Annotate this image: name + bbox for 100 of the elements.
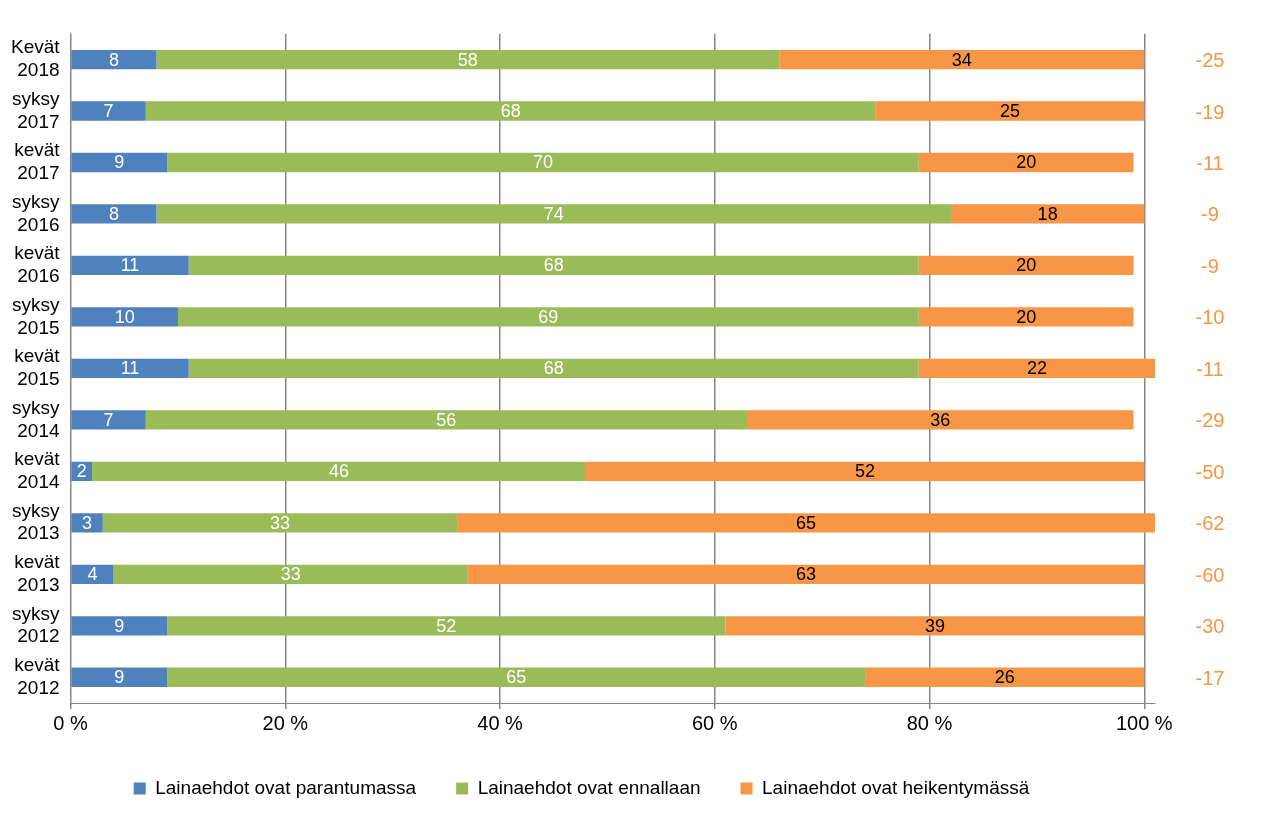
bar: [71, 564, 114, 584]
bar: [918, 358, 1155, 379]
data-label: 18: [1037, 203, 1058, 224]
data-label: 33: [269, 512, 290, 533]
text: -50: [1195, 460, 1225, 483]
data-label: 11: [120, 255, 140, 276]
x-tick-label: 40 %: [477, 711, 524, 734]
bar: [71, 667, 168, 687]
x-tick-label: 100 %: [1115, 711, 1173, 734]
text: -62: [1195, 512, 1225, 535]
bar: [71, 152, 168, 173]
bar: [725, 616, 1145, 636]
data-label: 8: [108, 49, 119, 70]
bar: [71, 307, 178, 327]
data-label: 39: [924, 615, 945, 636]
text: -10: [1195, 306, 1225, 329]
text: -19: [1195, 100, 1225, 123]
data-label: 22: [1026, 358, 1047, 379]
data-label: 63: [796, 564, 817, 585]
data-label: 11: [120, 358, 140, 379]
data-label: 9: [114, 667, 125, 688]
data-label: 25: [1000, 100, 1021, 121]
bar: [779, 49, 1145, 70]
data-label: 8: [108, 203, 119, 224]
data-label: 52: [855, 461, 876, 482]
legend-label: Lainaehdot ovat parantumassa: [155, 776, 417, 798]
bar: [145, 410, 747, 430]
data-label: 10: [114, 306, 135, 327]
text: -9: [1201, 254, 1219, 277]
data-label: 2: [76, 461, 87, 482]
bar: [747, 410, 1134, 430]
bar: [71, 49, 157, 70]
x-tick-label: 20 %: [262, 711, 309, 734]
bar: [145, 101, 876, 121]
data-label: 20: [1016, 152, 1037, 173]
data-label: 20: [1016, 255, 1037, 276]
data-label: 7: [103, 409, 114, 430]
bar: [167, 152, 919, 173]
data-label: 68: [543, 358, 564, 379]
data-label: 9: [114, 615, 125, 636]
data-label: 69: [538, 306, 559, 327]
bar: [918, 152, 1134, 173]
data-label: 7: [103, 100, 114, 121]
bar: [457, 513, 1155, 533]
bar: [113, 564, 468, 584]
bar: [167, 667, 866, 687]
bar: [156, 49, 780, 70]
bar: [71, 358, 189, 379]
bar: [71, 410, 146, 430]
data-label: 74: [543, 203, 564, 224]
data-label: 65: [796, 512, 817, 533]
text: -11: [1196, 152, 1224, 175]
text: -9: [1201, 203, 1219, 226]
text: -17: [1195, 666, 1225, 689]
data-label: 58: [457, 49, 478, 70]
bar: [467, 564, 1145, 584]
bar: [71, 204, 157, 224]
bar: [71, 255, 189, 276]
data-label: 65: [506, 667, 527, 688]
bar: [918, 255, 1134, 276]
bar: [585, 461, 1145, 482]
bar: [188, 358, 919, 379]
text: -60: [1195, 563, 1225, 586]
data-label: 52: [436, 615, 457, 636]
x-tick-label: 80 %: [906, 711, 953, 734]
y-tick-label: kevät 2014: [14, 448, 61, 492]
legend-label: Lainaehdot ovat heikentymässä: [762, 776, 1030, 798]
y-tick-label: kevät 2012: [14, 654, 61, 698]
x-tick-label: 0 %: [53, 711, 89, 734]
data-label: 70: [532, 152, 554, 173]
x-tick-label: 60 %: [692, 711, 738, 734]
bar: [92, 461, 586, 482]
bar: [188, 255, 919, 276]
data-label: 4: [87, 564, 98, 585]
bar: [167, 616, 726, 636]
bar: [865, 667, 1145, 687]
bar: [951, 204, 1145, 224]
legend-label: Lainaehdot ovat ennallaan: [477, 776, 701, 798]
data-label: 20: [1016, 306, 1037, 327]
y-tick-label: kevät 2013: [14, 551, 61, 595]
bar: [177, 307, 919, 327]
data-label: 36: [930, 409, 951, 430]
data-label: 9: [114, 152, 125, 173]
data-label: 56: [436, 409, 457, 430]
data-label: 46: [328, 461, 350, 482]
bar: [71, 616, 168, 636]
data-label: 33: [280, 564, 301, 585]
text: -25: [1195, 49, 1225, 72]
text: -30: [1195, 615, 1225, 638]
bar: [156, 204, 951, 224]
data-label: 26: [994, 667, 1015, 688]
bar: [71, 101, 146, 121]
data-label: 3: [82, 512, 93, 533]
text: -29: [1195, 409, 1225, 432]
data-label: 68: [500, 100, 521, 121]
data-label: 34: [951, 49, 972, 70]
bar: [918, 307, 1134, 327]
bar: [102, 513, 458, 533]
bar: [875, 101, 1145, 121]
data-label: 68: [543, 255, 564, 276]
